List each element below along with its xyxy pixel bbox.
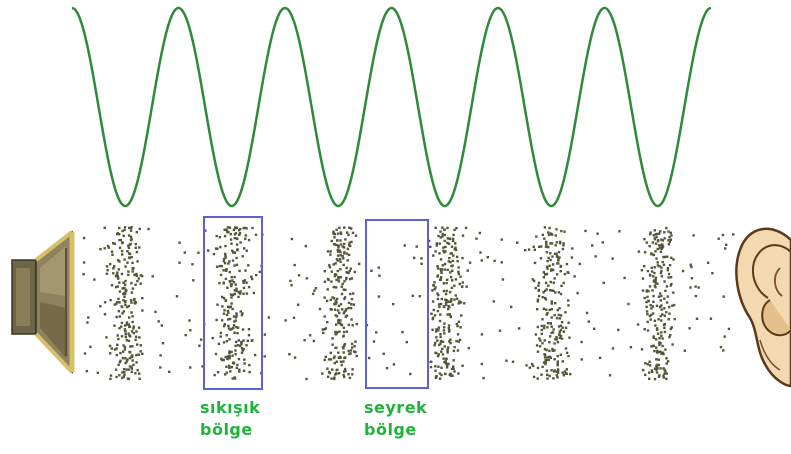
loudspeaker-icon	[11, 230, 75, 374]
compression-label-line2: bölge	[200, 420, 253, 439]
rarefaction-label-line1: seyrek	[364, 398, 428, 417]
rarefaction-label-line2: bölge	[364, 420, 417, 439]
ear-icon	[735, 227, 791, 388]
rarefaction-region-label: seyrek bölge	[364, 397, 427, 441]
compression-label-line1: sıkışık	[200, 398, 261, 417]
pressure-wave-line	[71, 6, 712, 208]
rarefaction-region-box	[365, 219, 429, 389]
air-particles	[82, 226, 735, 381]
compression-region-label: sıkışık bölge	[200, 397, 260, 441]
compression-region-box	[203, 216, 263, 390]
